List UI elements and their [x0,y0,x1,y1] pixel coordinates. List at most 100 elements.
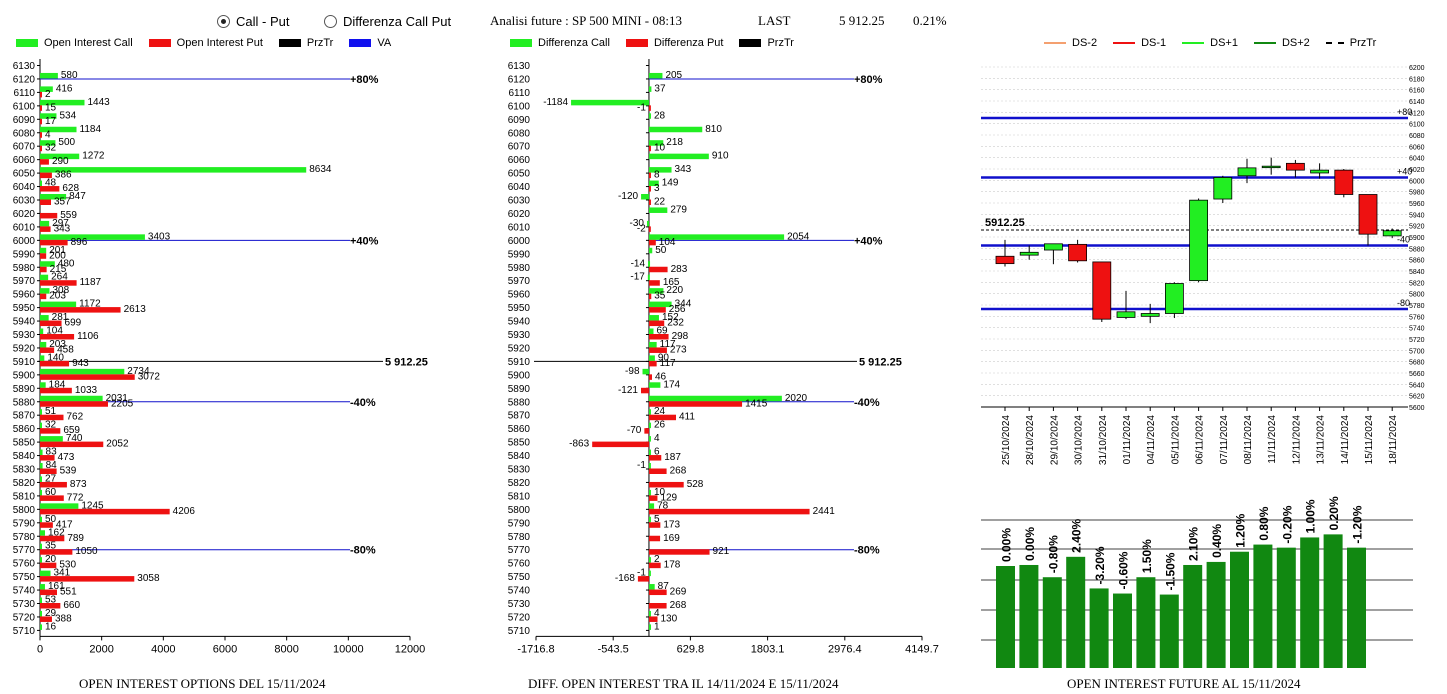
call-value-label: -30 [630,218,645,229]
put-bar [40,186,60,192]
y-tick-label: 5730 [508,599,531,610]
legend-swatch-put [148,39,171,47]
call-value-label: 264 [51,272,68,283]
y-tick-label: 6130 [508,61,531,72]
call-bar [648,315,659,321]
y-tick-label: 6120 [1409,110,1425,117]
call-bar [40,341,47,348]
put-bar [40,118,42,125]
put-bar [40,374,135,380]
y-tick-label: 6100 [508,101,531,112]
y-tick-label: 5980 [508,263,531,274]
call-value-label: 29 [45,608,57,619]
call-value-label: 218 [666,137,683,148]
put-bar [648,145,651,152]
call-value-label: 810 [705,124,722,135]
put-bar [40,495,64,501]
y-tick-label: 5960 [13,290,36,301]
y-tick-label: 5780 [13,532,36,543]
put-bar [648,374,652,380]
put-bar [40,603,61,609]
future-bar-label: -3.20% [1093,546,1107,584]
call-bar [40,247,47,254]
call-bar [571,99,649,106]
call-bar [40,167,307,173]
call-bar [648,261,651,267]
header-bar: Call - Put Differenza Call Put Analisi f… [0,0,1447,30]
call-bar [40,220,50,227]
call-value-label: -1184 [543,97,568,108]
y-tick-label: 5660 [1409,371,1425,378]
call-bar [40,503,79,509]
y-tick-label: 5720 [508,612,531,623]
call-bar [648,288,664,294]
call-value-label: 28 [654,110,666,121]
candle-down [1358,194,1378,235]
put-bar [40,266,47,273]
put-bar [40,159,49,165]
future-bar-label: -1.20% [1351,505,1365,543]
put-value-label: 256 [669,304,686,315]
put-bar [40,280,77,286]
future-bar [1183,564,1203,668]
y-tick-label: 6040 [1409,156,1425,163]
put-bar [40,360,70,367]
put-bar [648,495,658,501]
y-tick-label: 5850 [508,438,531,449]
future-bar-label: 2.10% [1187,527,1201,561]
y-tick-label: 6080 [1409,133,1425,140]
put-bar [648,334,669,340]
put-value-label: 386 [55,170,72,181]
put-bar [40,576,135,582]
y-tick-label: 5620 [1409,394,1425,401]
caption-oi-future: OPEN INTEREST FUTURE AL 15/11/2024 [1067,676,1301,691]
put-value-label: 298 [672,331,689,342]
call-value-label: 1 [654,621,660,632]
call-bar [40,140,56,146]
put-value-label: 873 [70,479,87,490]
call-value-label: 1272 [82,151,105,162]
put-value-label: 559 [60,210,77,221]
call-value-label: 140 [47,352,64,363]
y-tick-label: 6100 [1409,122,1425,129]
future-bar [1089,588,1109,668]
future-bar-label: 2.40% [1070,518,1084,552]
radio-differenza[interactable]: Differenza Call Put [324,14,451,29]
y-tick-label: 5840 [1409,269,1425,276]
candle-up [1116,311,1136,318]
call-value-label: 344 [675,299,692,310]
call-bar [40,368,125,375]
level-label: -40% [350,397,376,409]
put-value-label: -863 [569,439,589,450]
call-bar [648,422,651,429]
call-bar [40,234,145,240]
legend-oi-call: Open Interest Call [44,37,133,49]
put-value-label: 896 [71,237,88,248]
future-bar [1159,594,1179,668]
x-tick-label: 1803.1 [751,643,785,655]
radio-call-put[interactable]: Call - Put [217,14,289,29]
call-value-label: 4 [654,433,660,444]
put-value-label: 1415 [745,398,768,409]
call-bar [642,368,649,375]
call-bar [40,624,42,630]
x-tick-label: 4000 [151,643,175,655]
y-tick-label: 5760 [13,559,36,570]
candle-up [1019,251,1039,256]
future-bar [1113,593,1132,668]
put-bar [648,535,661,542]
call-value-label: 308 [52,285,69,296]
future-bar [1206,561,1226,668]
call-value-label: 201 [49,245,66,256]
y-tick-label: 5970 [13,276,36,287]
put-bar [40,414,64,421]
y-tick-label: 5790 [13,518,36,529]
put-value-label: 762 [66,412,83,423]
put-bar [40,293,47,300]
call-bar [648,234,785,240]
put-value-label: 215 [50,264,67,275]
put-bar [40,535,65,542]
future-bar [1347,547,1366,668]
x-tick-label: 18/11/2024 [1388,415,1399,465]
y-tick-label: 5780 [1409,303,1425,310]
